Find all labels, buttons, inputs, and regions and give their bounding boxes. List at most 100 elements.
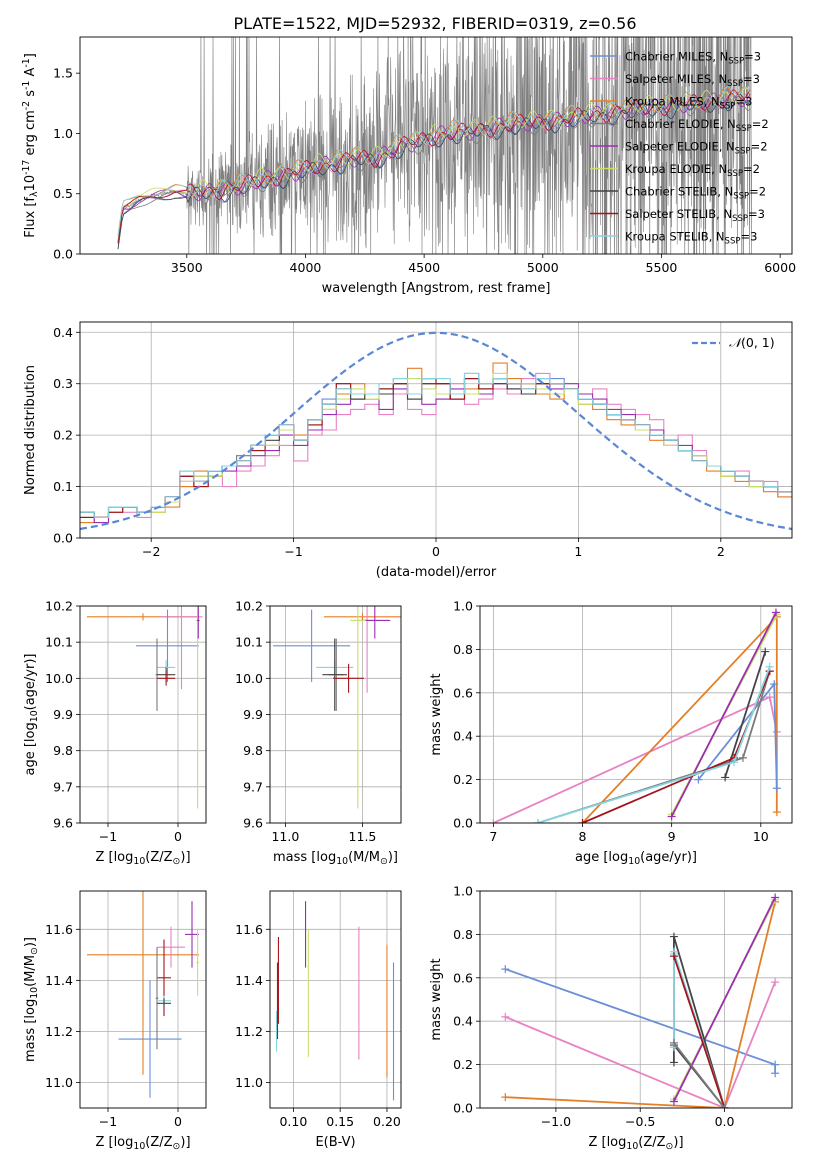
weight-line-kroupa_miles (505, 901, 776, 1108)
gaussian-curve (80, 331, 792, 531)
x-tick-label: 10 (753, 829, 769, 844)
legend-label-chabrier_stelib: Chabrier STELIB, NSSP=2 (625, 185, 766, 202)
y-tick-label: 0.8 (453, 927, 473, 942)
y-tick-label: 0.2 (53, 428, 73, 443)
weight-marker-salpeter_stelib (578, 819, 587, 823)
y-tick-label: 0.3 (53, 376, 73, 391)
spectrum-model-kroupa_elodie (117, 87, 751, 241)
y-tick-label: 0.0 (53, 247, 73, 262)
y-tick-label: 1.0 (453, 599, 473, 614)
x-tick-label: 3500 (171, 260, 203, 275)
y-tick-label: 0.1 (53, 479, 73, 494)
x-tick-label: 11.0 (271, 829, 299, 844)
weight-marker-chabrier_elodie (738, 753, 747, 762)
y-tick-label: 0.5 (53, 186, 73, 201)
legend-label-chabrier_miles: Chabrier MILES, NSSP=3 (625, 50, 761, 67)
weight-marker-kroupa_stelib (533, 819, 542, 823)
x-tick-label: 6000 (764, 260, 796, 275)
weight-marker-salpeter_elodie (669, 1097, 678, 1106)
x-tick-label: −0.5 (625, 1114, 655, 1129)
age_weight-panel: 7 8 9 10 0.0 0.2 0.4 0.6 0.8 1.0 age [log10​(age/y… (429, 599, 793, 867)
y-tick-label: 9.9 (53, 707, 73, 722)
x-tick-label: 4000 (290, 260, 322, 275)
y-axis-label: mass weight (429, 673, 444, 755)
x-tick-label: −1 (99, 1114, 117, 1129)
y-tick-label: 0.6 (453, 970, 473, 985)
y-tick-label: 1.0 (53, 126, 73, 141)
y-tick-label: 11.0 (45, 1075, 73, 1090)
x-axis-label: Z [log10​(Z/Z⊙​)] (588, 1135, 683, 1152)
weight-marker-kroupa_stelib (730, 758, 739, 767)
y-tick-label: 0.4 (453, 1014, 473, 1029)
weight-marker-chabrier_miles (694, 775, 703, 784)
y-tick-label: 9.7 (243, 779, 263, 794)
x-tick-label: 0 (174, 1114, 182, 1129)
legend-label-kroupa_miles: Kroupa MILES, NSSP=3 (625, 95, 752, 112)
y-tick-label: 11.2 (235, 1024, 263, 1039)
y-tick-label: 10.2 (45, 599, 73, 614)
y-tick-label: 0.4 (53, 325, 73, 340)
weight-marker-chabrier_elodie (669, 1038, 678, 1047)
weight-marker-salpeter_elodie (771, 893, 780, 902)
axes-frame (79, 321, 793, 539)
legend-label-salpeter_elodie: Salpeter ELODIE, NSSP=2 (625, 140, 768, 157)
x-tick-label: −1 (99, 829, 117, 844)
spectrum-legend: Chabrier MILES, NSSP=3 Salpeter MILES, NS… (590, 50, 769, 247)
weight-marker-chabrier_elodie (720, 1104, 729, 1108)
y-tick-label: 10.1 (45, 635, 73, 650)
y-axis-label: mass weight (429, 958, 444, 1040)
y-tick-label: 11.2 (45, 1024, 73, 1039)
weight-marker-chabrier_miles (771, 1069, 780, 1078)
weight-line-salpeter_miles (504, 981, 776, 1108)
weight-marker-kroupa_miles (501, 1093, 510, 1102)
y-tick-label: 9.6 (53, 816, 73, 831)
x-axis-label: E(B-V) (315, 1135, 355, 1150)
y-tick-label: 11.6 (235, 922, 263, 937)
x-axis-label: wavelength [Angstrom, rest frame] (322, 281, 551, 296)
y-tick-label: 10.0 (45, 671, 73, 686)
y-axis-label: mass [log10​(M/M⊙​)] (23, 937, 40, 1062)
axes-frame (79, 890, 207, 1109)
y-tick-label: 11.0 (235, 1075, 263, 1090)
y-tick-label: 10.0 (235, 671, 263, 686)
weight-marker-chabrier_stelib (669, 932, 678, 941)
weight-marker-salpeter_miles (765, 693, 774, 702)
x-axis-label: age [log10​(age/yr)] (575, 850, 697, 867)
y-axis-label: Normed distribution (23, 365, 38, 495)
legend-label-kroupa_elodie: Kroupa ELODIE, NSSP=2 (625, 162, 760, 179)
legend-label-salpeter_stelib: Salpeter STELIB, NSSP=3 (625, 207, 765, 224)
y-tick-label: 0.0 (453, 1101, 473, 1116)
x-tick-label: 0.20 (373, 1114, 401, 1129)
x-tick-label: 5000 (527, 260, 559, 275)
x-axis-label: Z [log10​(Z/Z⊙​)] (95, 1135, 190, 1152)
weight-marker-salpeter_miles (501, 1012, 510, 1021)
residuals-panel: −2 −1 0 1 2 0.0 0.1 0.2 0.3 0.4 (data-model)/error… (23, 321, 793, 580)
x-tick-label: 5500 (646, 260, 678, 275)
spectrum-model-chabrier_stelib (117, 94, 751, 250)
ebv_mass-panel: 0.10 0.15 0.20 11.0 11.2 11.4 11.6 E(B-V) (235, 890, 402, 1150)
spectrum-model-chabrier_elodie (117, 94, 751, 243)
weight-marker-chabrier_stelib (761, 647, 770, 656)
y-tick-label: 9.8 (53, 743, 73, 758)
legend-label-salpeter_miles: Salpeter MILES, NSSP=3 (625, 72, 760, 89)
x-tick-label: 2 (717, 544, 725, 559)
axes-frame (269, 890, 402, 1109)
y-tick-label: 11.6 (45, 922, 73, 937)
legend-label-chabrier_elodie: Chabrier ELODIE, NSSP=2 (625, 117, 769, 134)
x-tick-label: −1.0 (541, 1114, 571, 1129)
y-tick-label: 0.2 (453, 772, 473, 787)
y-tick-label: 9.6 (243, 816, 263, 831)
x-tick-label: 0 (174, 829, 182, 844)
z_mass-panel: −1 0 11.0 11.2 11.4 11.6 Z [log10​(Z/Z⊙​)] mass… (23, 890, 207, 1152)
y-axis-label: age [log10​(age/yr)] (23, 654, 40, 776)
weight-marker-chabrier_stelib (669, 1058, 678, 1067)
weight-marker-chabrier_miles (770, 680, 779, 689)
legend-label-gaussian: 𝒩(0, 1) (729, 335, 775, 350)
x-tick-label: 0 (432, 544, 440, 559)
axes-frame (79, 605, 207, 824)
weight-marker-chabrier_stelib (721, 773, 730, 782)
spectrum-model-kroupa_stelib (117, 86, 751, 237)
x-axis-label: mass [log10​(M/M⊙​)] (273, 850, 398, 867)
weight-marker-salpeter_elodie (667, 812, 676, 821)
